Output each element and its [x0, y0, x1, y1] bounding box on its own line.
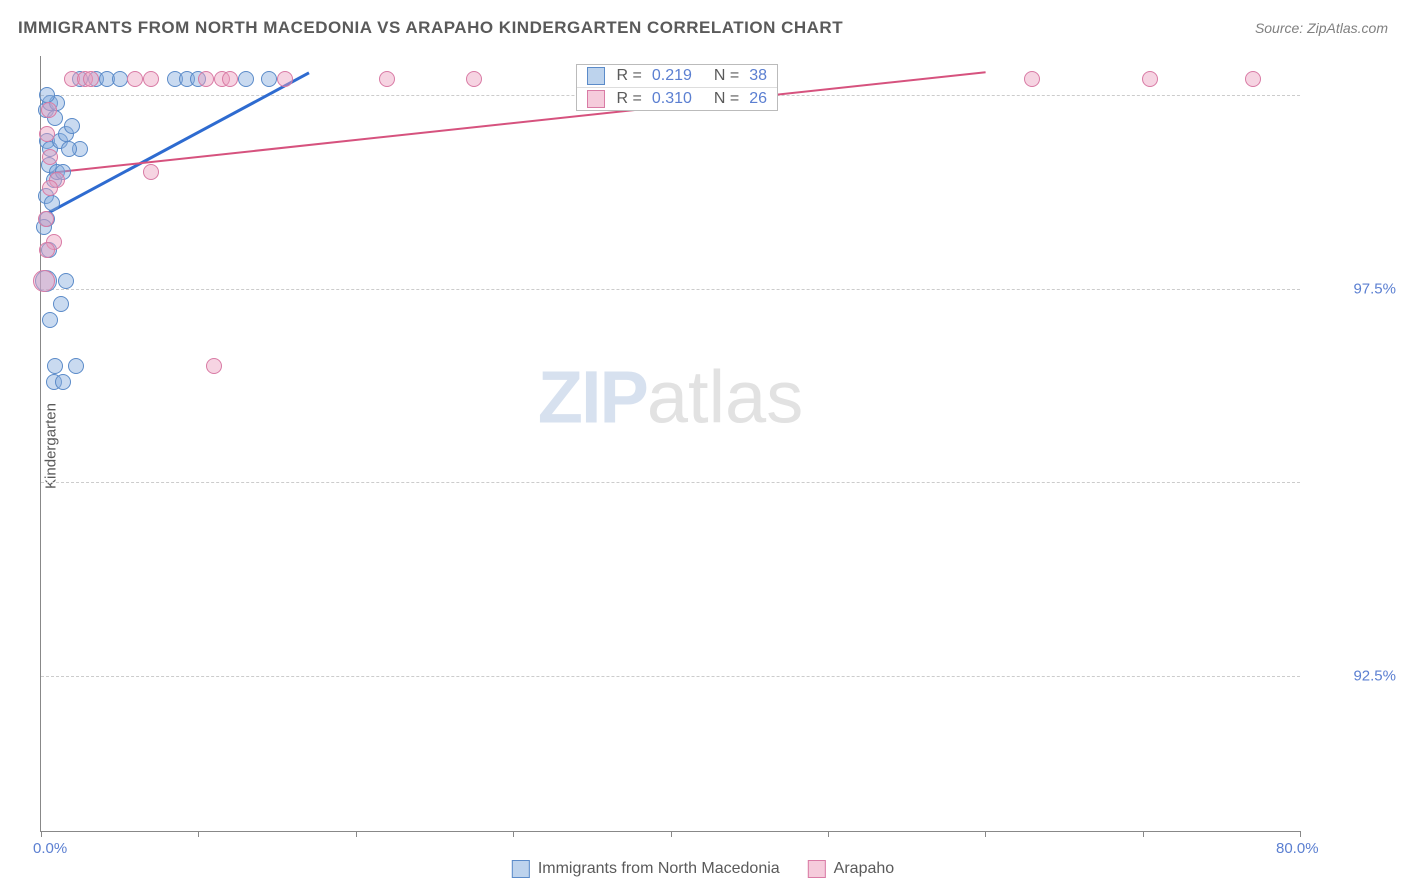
- legend-swatch-blue: [512, 860, 530, 878]
- stats-row-pink: R = 0.310 N = 26: [577, 88, 778, 110]
- trendline-blue: [48, 72, 309, 214]
- scatter-point-pink: [277, 71, 293, 87]
- watermark: ZIPatlas: [538, 355, 803, 440]
- x-tick: [985, 831, 986, 837]
- scatter-point-pink: [41, 102, 57, 118]
- legend-item-blue: Immigrants from North Macedonia: [512, 860, 780, 878]
- plot-area: ZIPatlas 92.5%97.5%0.0%80.0%: [40, 56, 1300, 832]
- source-label: Source: ZipAtlas.com: [1255, 20, 1388, 36]
- scatter-point-pink: [39, 242, 55, 258]
- x-tick: [1300, 831, 1301, 837]
- scatter-point-pink: [42, 149, 58, 165]
- x-tick: [828, 831, 829, 837]
- y-tick-label: 92.5%: [1353, 668, 1396, 685]
- scatter-point-pink: [198, 71, 214, 87]
- x-tick: [198, 831, 199, 837]
- x-tick: [41, 831, 42, 837]
- scatter-point-blue: [64, 118, 80, 134]
- y-tick-label: 97.5%: [1353, 280, 1396, 297]
- x-tick: [513, 831, 514, 837]
- watermark-zip: ZIP: [538, 356, 647, 439]
- scatter-point-pink: [39, 126, 55, 142]
- bottom-legend: Immigrants from North Macedonia Arapaho: [512, 860, 894, 878]
- scatter-point-pink: [1024, 71, 1040, 87]
- n-val-blue: 38: [749, 67, 767, 85]
- scatter-point-blue: [47, 358, 63, 374]
- scatter-point-blue: [61, 141, 77, 157]
- scatter-point-pink: [33, 270, 55, 292]
- scatter-point-pink: [466, 71, 482, 87]
- scatter-point-pink: [143, 164, 159, 180]
- x-tick: [671, 831, 672, 837]
- scatter-point-pink: [379, 71, 395, 87]
- gridline: [41, 289, 1300, 290]
- r-label: R =: [617, 67, 642, 85]
- x-tick-label: 80.0%: [1276, 840, 1319, 857]
- watermark-atlas: atlas: [647, 356, 803, 439]
- scatter-point-blue: [55, 374, 71, 390]
- n-label: N =: [714, 67, 739, 85]
- scatter-point-pink: [1245, 71, 1261, 87]
- legend-label-blue: Immigrants from North Macedonia: [538, 860, 780, 878]
- plot-container: ZIPatlas 92.5%97.5%0.0%80.0% R = 0.219 N…: [40, 56, 1300, 832]
- scatter-point-blue: [58, 273, 74, 289]
- legend-item-pink: Arapaho: [808, 860, 895, 878]
- x-tick: [356, 831, 357, 837]
- x-tick-label: 0.0%: [33, 840, 67, 857]
- stats-legend: R = 0.219 N = 38 R = 0.310 N = 26: [576, 64, 779, 111]
- gridline: [41, 482, 1300, 483]
- n-val-pink: 26: [749, 90, 767, 108]
- n-label-2: N =: [714, 90, 739, 108]
- scatter-point-pink: [83, 71, 99, 87]
- scatter-point-pink: [127, 71, 143, 87]
- scatter-point-blue: [39, 87, 55, 103]
- x-tick: [1143, 831, 1144, 837]
- scatter-point-pink: [38, 211, 54, 227]
- r-val-pink: 0.310: [652, 90, 692, 108]
- r-label-2: R =: [617, 90, 642, 108]
- gridline: [41, 676, 1300, 677]
- scatter-point-blue: [238, 71, 254, 87]
- scatter-point-blue: [261, 71, 277, 87]
- scatter-point-blue: [44, 195, 60, 211]
- scatter-point-pink: [206, 358, 222, 374]
- swatch-pink: [587, 90, 605, 108]
- scatter-point-blue: [112, 71, 128, 87]
- scatter-point-blue: [68, 358, 84, 374]
- legend-label-pink: Arapaho: [834, 860, 895, 878]
- scatter-point-pink: [1142, 71, 1158, 87]
- scatter-point-blue: [53, 296, 69, 312]
- scatter-point-pink: [222, 71, 238, 87]
- r-val-blue: 0.219: [652, 67, 692, 85]
- scatter-point-pink: [143, 71, 159, 87]
- scatter-point-blue: [42, 312, 58, 328]
- chart-title: IMMIGRANTS FROM NORTH MACEDONIA VS ARAPA…: [18, 18, 843, 37]
- stats-row-blue: R = 0.219 N = 38: [577, 65, 778, 88]
- legend-swatch-pink: [808, 860, 826, 878]
- scatter-point-pink: [42, 180, 58, 196]
- swatch-blue: [587, 67, 605, 85]
